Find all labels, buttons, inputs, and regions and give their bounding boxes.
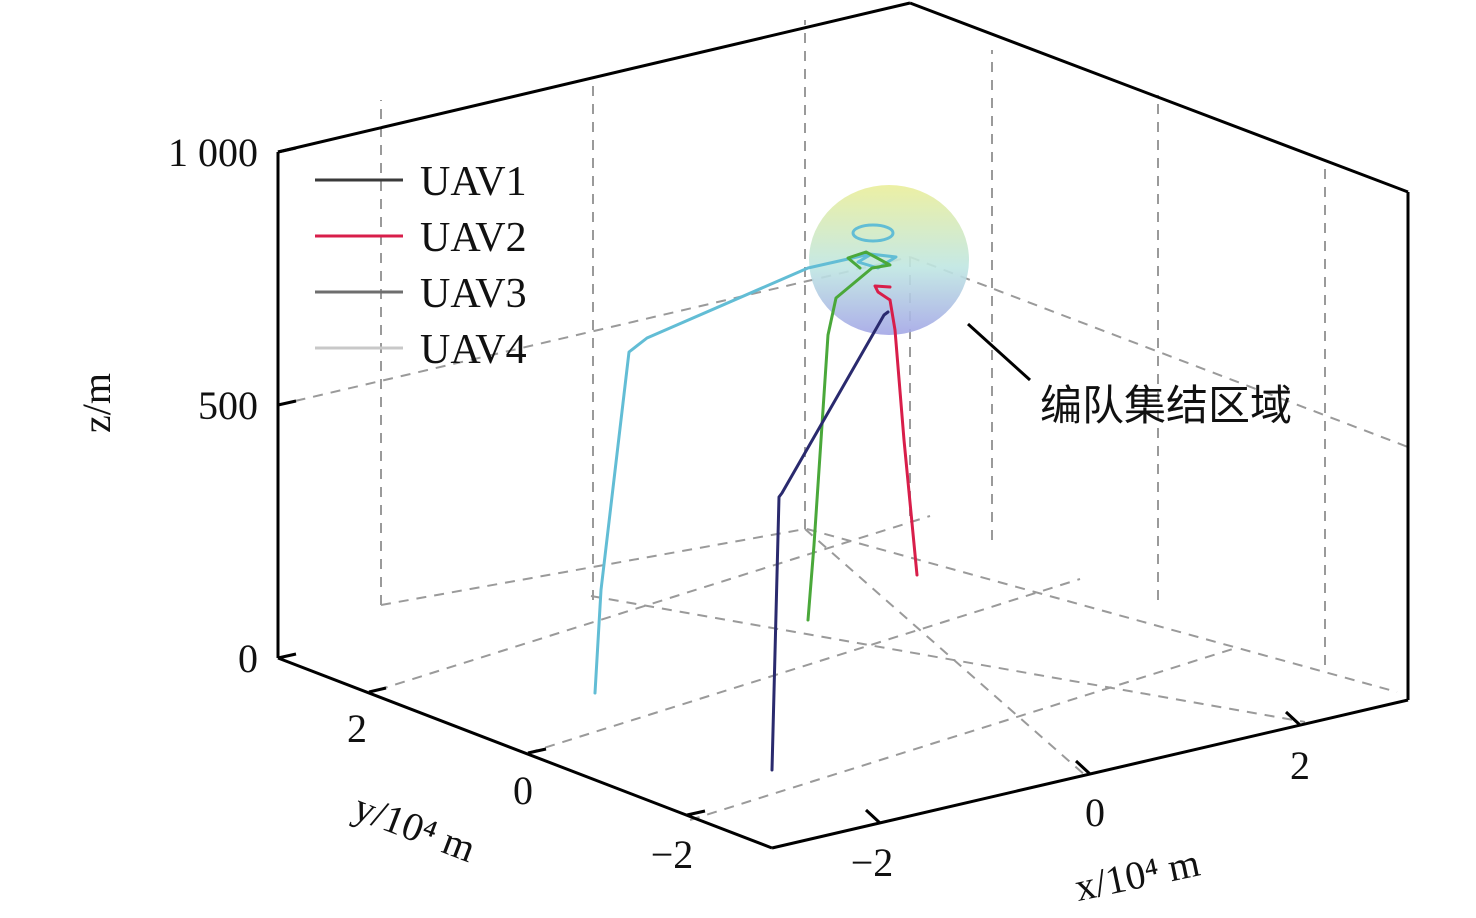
series-line-uav4: [593, 252, 898, 695]
trajectories: [593, 223, 919, 772]
series-line-uav1: [770, 310, 890, 772]
legend-label-uav3: UAV3: [420, 271, 527, 317]
legend-label-uav4: UAV4: [420, 327, 527, 373]
x-tick-label: 0: [1085, 790, 1105, 835]
series-line-uav2: [873, 284, 919, 577]
axes-frame: [276, 1, 1410, 850]
legend-label-uav2: UAV2: [420, 215, 527, 261]
z-tick-label: 500: [198, 383, 258, 428]
formation-region: [809, 185, 1032, 382]
z-tick-label: 1 000: [168, 130, 258, 175]
legend-label-uav1: UAV1: [420, 159, 527, 205]
y-axis-label: y/10⁴ m: [348, 784, 482, 871]
y-tick-label: 0: [513, 768, 533, 813]
legend: UAV1 UAV2 UAV3 UAV4: [315, 159, 527, 373]
z-axis-label: z/m: [74, 373, 119, 433]
z-tick-label: 0: [238, 636, 258, 681]
region-annotation: 编队集结区域: [1040, 381, 1292, 430]
series-line-uav3: [806, 250, 892, 622]
y-tick-label: −2: [651, 832, 694, 877]
grid: [277, 20, 1409, 821]
x-tick-label: 2: [1290, 743, 1310, 788]
x-tick-label: −2: [851, 840, 894, 885]
y-tick-label: 2: [347, 706, 367, 751]
x-axis-label: x/10⁴ m: [1071, 840, 1204, 910]
uav4-loop-marker: [851, 223, 895, 243]
